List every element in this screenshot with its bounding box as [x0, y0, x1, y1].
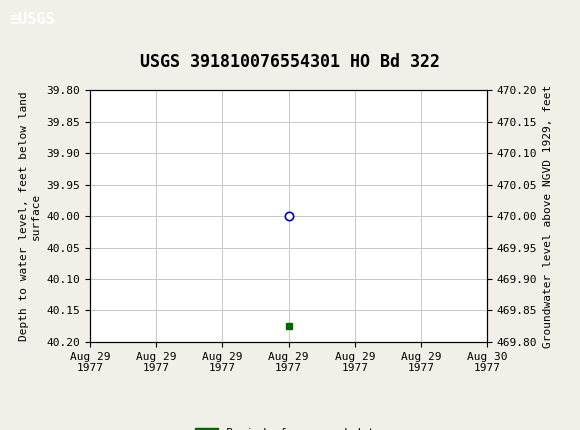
Text: USGS 391810076554301 HO Bd 322: USGS 391810076554301 HO Bd 322	[140, 53, 440, 71]
Y-axis label: Groundwater level above NGVD 1929, feet: Groundwater level above NGVD 1929, feet	[543, 84, 553, 348]
Legend: Period of approved data: Period of approved data	[191, 423, 386, 430]
Y-axis label: Depth to water level, feet below land
surface: Depth to water level, feet below land su…	[19, 91, 41, 341]
Text: ≡USGS: ≡USGS	[10, 12, 56, 27]
